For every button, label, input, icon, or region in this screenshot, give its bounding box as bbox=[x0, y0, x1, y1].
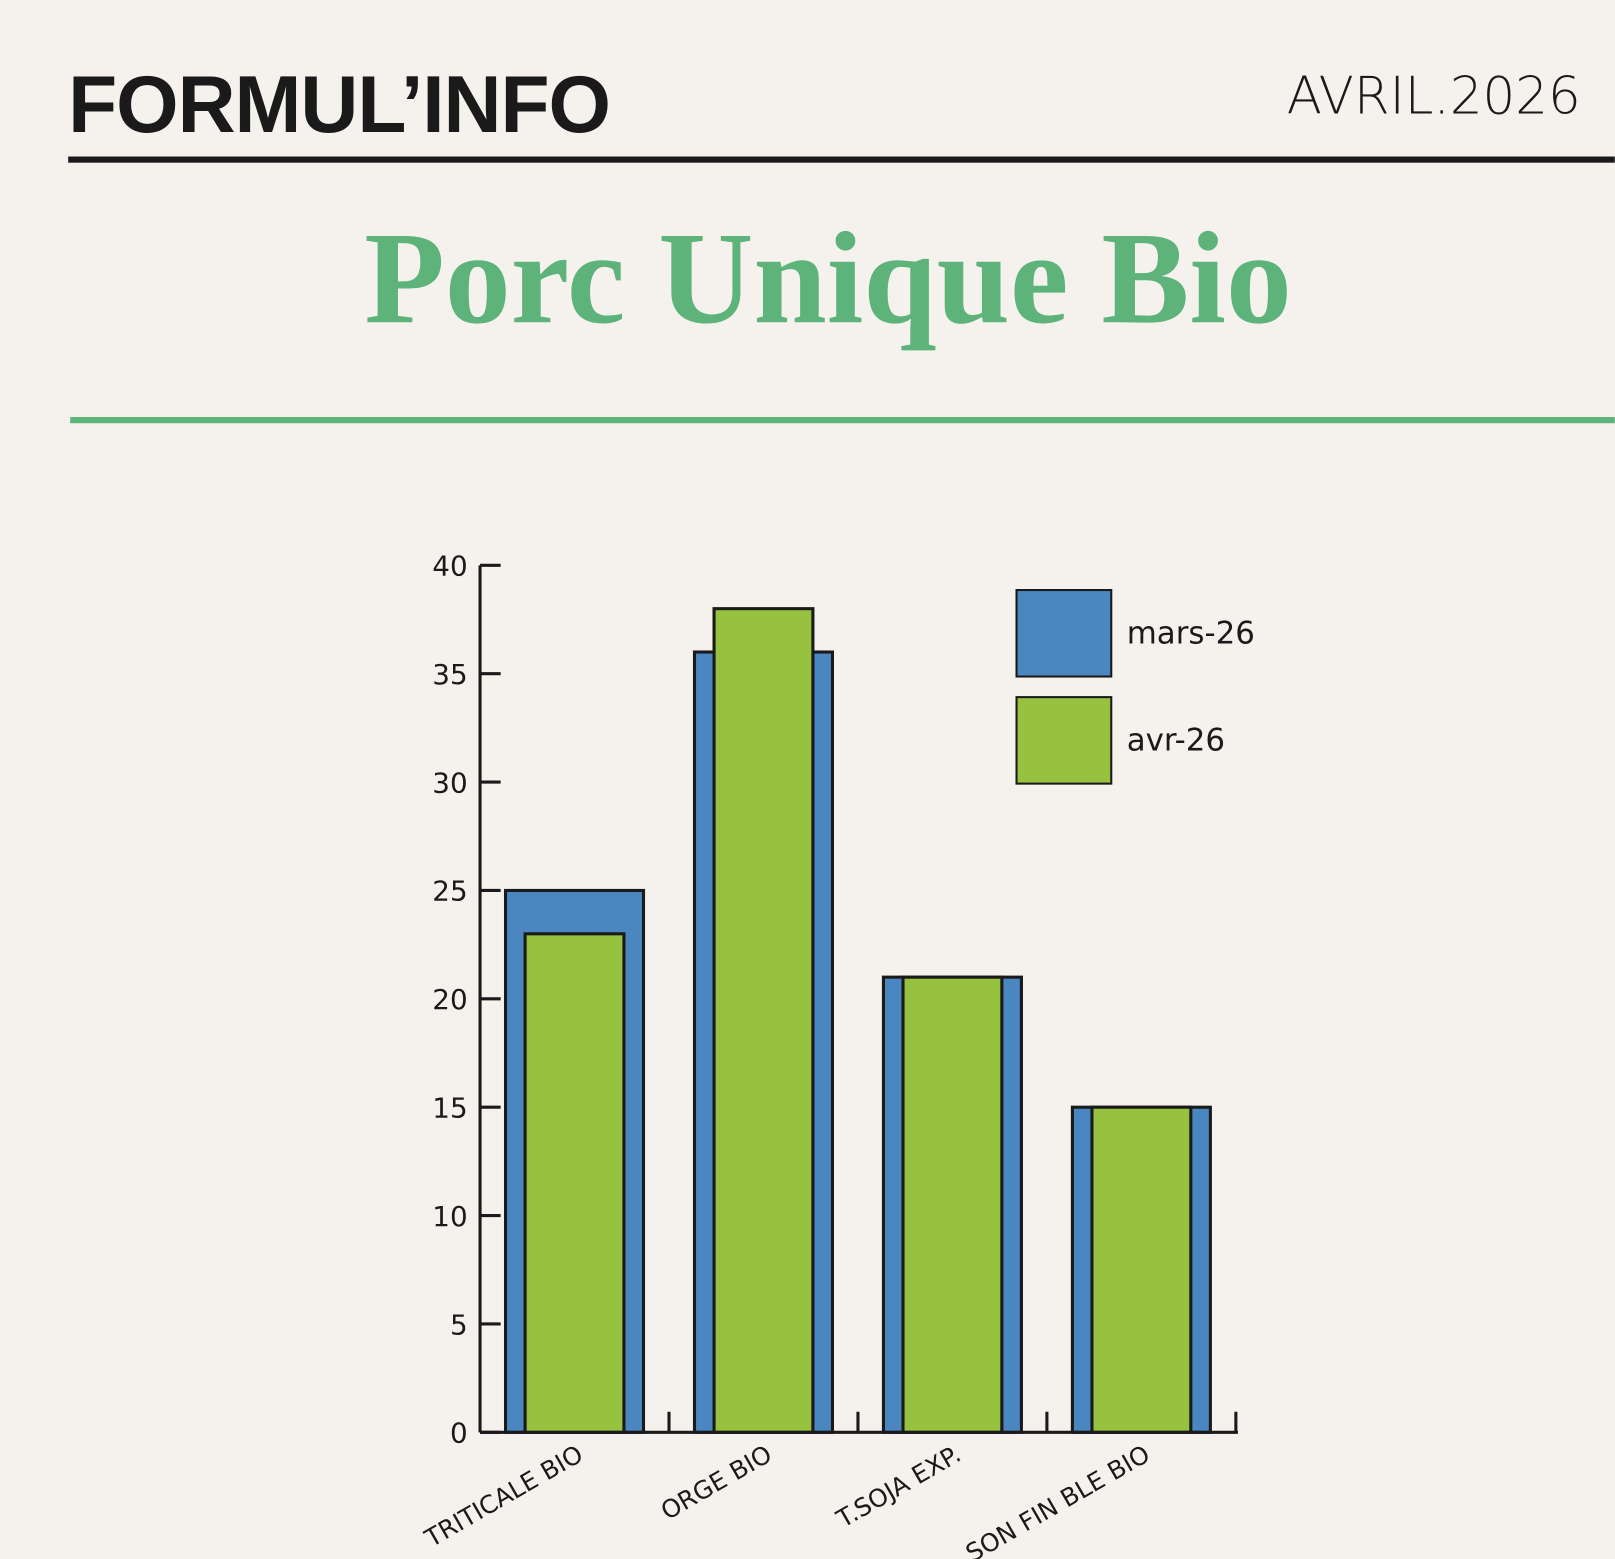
legend-swatch bbox=[1015, 696, 1113, 785]
brand: FORMUL’INFO bbox=[68, 60, 610, 150]
y-tick-label: 5 bbox=[450, 1308, 468, 1341]
y-tick-label: 35 bbox=[432, 658, 467, 691]
title-rule bbox=[70, 417, 1615, 424]
y-tick-label: 25 bbox=[432, 875, 467, 908]
legend-label: mars-26 bbox=[1127, 616, 1255, 652]
y-tick-label: 10 bbox=[432, 1200, 467, 1233]
legend-label: avr-26 bbox=[1127, 723, 1225, 759]
chart-title: Porc Unique Bio bbox=[364, 205, 1292, 351]
legend-swatch bbox=[1015, 589, 1113, 678]
date: AVRIL.2026 bbox=[1287, 66, 1581, 126]
y-tick-label: 0 bbox=[450, 1417, 468, 1450]
y-tick-label: 20 bbox=[432, 983, 467, 1016]
y-tick-label: 30 bbox=[432, 766, 467, 799]
bar bbox=[901, 975, 1004, 1434]
y-tick-label: 15 bbox=[432, 1092, 467, 1125]
bar bbox=[523, 932, 626, 1434]
y-tick-label: 40 bbox=[432, 550, 467, 583]
bar bbox=[1090, 1105, 1193, 1434]
header-rule bbox=[68, 156, 1615, 163]
bar bbox=[712, 607, 815, 1434]
